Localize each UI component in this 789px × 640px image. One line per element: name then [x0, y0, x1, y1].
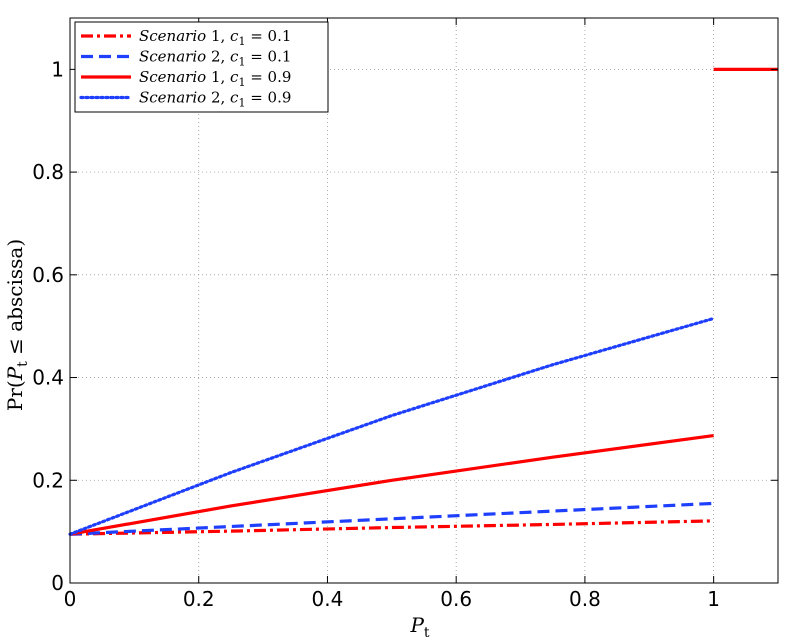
axis-ticks	[69, 18, 778, 584]
y-tick-label: 0.2	[32, 468, 64, 492]
legend-entry-1: Scenario 1, c1 = 0.1	[139, 27, 291, 48]
legend-entry-2: Scenario 2, c1 = 0.1	[139, 48, 291, 69]
x-tick-label: 1	[707, 587, 720, 611]
y-tick-label: 0.6	[32, 263, 64, 287]
series-line-4	[68, 316, 716, 536]
legend-entry-3: Scenario 1, c1 = 0.9	[139, 68, 291, 89]
x-tick-label: 0.6	[440, 587, 472, 611]
y-tick-label: 0	[51, 571, 64, 595]
x-tick-label: 0.2	[183, 587, 215, 611]
x-tick-label: 0.4	[312, 587, 344, 611]
tick-labels: 0 0.2 0.4 0.6 0.8 1 0 0.2 0.4 0.6 0.8 1	[32, 57, 720, 611]
x-axis-title: Pt	[409, 613, 429, 640]
y-tick-label: 1	[51, 57, 64, 81]
legend-entry-4: Scenario 2, c1 = 0.9	[139, 89, 291, 110]
y-tick-label: 0.4	[32, 366, 64, 390]
x-tick-label: 0.8	[569, 587, 601, 611]
y-axis-title: Pr(Pt ≤ abscissa)	[3, 239, 31, 411]
series-line-1	[69, 519, 714, 536]
legend-box	[74, 21, 329, 113]
x-tick-label: 0	[64, 587, 77, 611]
series-lines	[68, 67, 778, 536]
plot-frame	[69, 17, 779, 584]
y-tick-label: 0.8	[32, 160, 64, 184]
series-line-3	[69, 434, 714, 536]
